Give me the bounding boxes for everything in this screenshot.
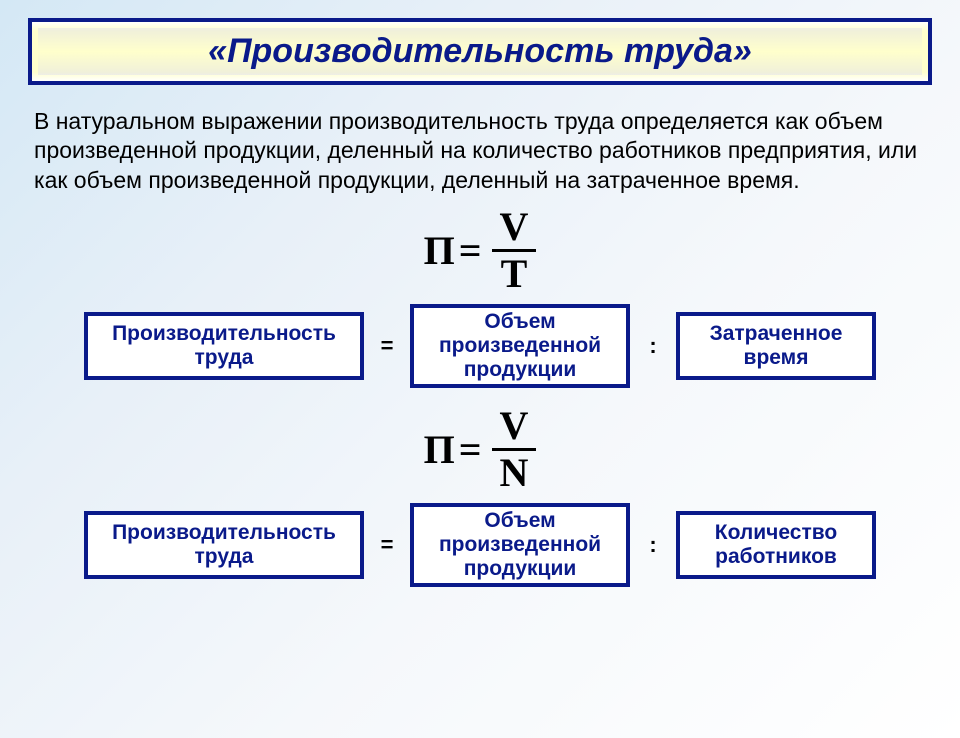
- row2-box1: Производительность труда: [84, 511, 364, 579]
- row1-box1: Производительность труда: [84, 312, 364, 380]
- formula-1: П = V T: [0, 207, 960, 294]
- row-2: Производительность труда = Объем произве…: [20, 503, 940, 587]
- row1-op-equals: =: [380, 333, 394, 359]
- formula2-numerator: V: [492, 406, 537, 451]
- page-title: «Производительность труда»: [32, 32, 928, 71]
- formula1-eq: =: [459, 227, 482, 274]
- row2-box2: Объем произведенной продукции: [410, 503, 630, 587]
- formula1-denominator: T: [493, 252, 536, 294]
- formula2-denominator: N: [492, 451, 537, 493]
- row-1: Производительность труда = Объем произве…: [20, 304, 940, 388]
- formula2-lhs: П: [424, 426, 455, 473]
- row1-box3: Затраченное время: [676, 312, 876, 380]
- formula1-lhs: П: [424, 227, 455, 274]
- row1-box2: Объем произведенной продукции: [410, 304, 630, 388]
- title-box: «Производительность труда»: [28, 18, 932, 85]
- formula1-numerator: V: [492, 207, 537, 252]
- definition-text: В натуральном выражении производительнос…: [34, 107, 926, 195]
- row1-op-divide: :: [646, 333, 660, 359]
- row2-op-equals: =: [380, 532, 394, 558]
- row2-box3: Количество работников: [676, 511, 876, 579]
- row2-op-divide: :: [646, 532, 660, 558]
- formula2-eq: =: [459, 426, 482, 473]
- formula-2: П = V N: [0, 406, 960, 493]
